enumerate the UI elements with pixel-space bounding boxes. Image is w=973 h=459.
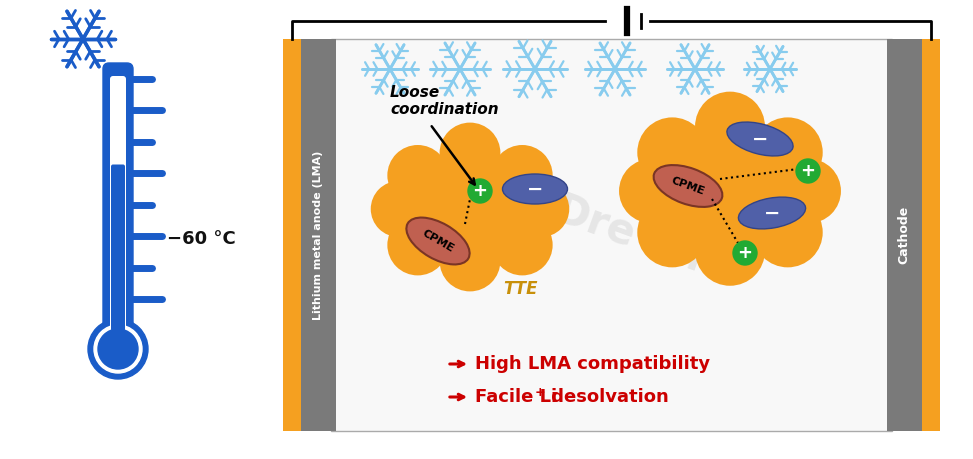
Text: +: + [801, 162, 815, 180]
Text: Cathode: Cathode [897, 206, 911, 264]
Circle shape [695, 216, 765, 286]
Circle shape [371, 181, 427, 237]
Text: −: − [764, 203, 780, 223]
Text: −: − [752, 129, 769, 149]
Text: +: + [535, 386, 546, 398]
Circle shape [491, 145, 553, 206]
Text: CPME: CPME [420, 228, 455, 254]
FancyBboxPatch shape [103, 63, 133, 355]
Circle shape [695, 92, 765, 162]
Text: Facile Li: Facile Li [475, 388, 558, 406]
Ellipse shape [407, 218, 470, 264]
Circle shape [673, 134, 787, 248]
Ellipse shape [502, 174, 567, 204]
Text: desolvation: desolvation [545, 388, 668, 406]
Text: −: − [526, 179, 543, 198]
Circle shape [468, 179, 492, 203]
Text: Lithium metal anode (LMA): Lithium metal anode (LMA) [313, 150, 323, 319]
Ellipse shape [727, 122, 793, 156]
Bar [331, 39, 892, 431]
Circle shape [753, 118, 823, 187]
Text: High LMA compatibility: High LMA compatibility [475, 355, 710, 373]
Circle shape [98, 329, 138, 369]
Text: CPME: CPME [669, 175, 706, 196]
Bar [922, 39, 940, 431]
Circle shape [619, 159, 683, 223]
Ellipse shape [654, 165, 722, 207]
Circle shape [776, 159, 841, 223]
Text: TTE: TTE [503, 280, 537, 298]
Circle shape [637, 197, 707, 267]
Circle shape [387, 215, 449, 275]
Circle shape [88, 319, 148, 379]
Text: −60 °C: −60 °C [167, 230, 235, 248]
FancyBboxPatch shape [111, 164, 125, 331]
Circle shape [513, 181, 569, 237]
Circle shape [420, 159, 520, 258]
Ellipse shape [739, 197, 806, 229]
Text: +: + [738, 244, 752, 262]
Circle shape [753, 197, 823, 267]
Text: Dre•Inc: Dre•Inc [549, 189, 732, 290]
Bar [301, 39, 336, 431]
Text: +: + [473, 182, 487, 200]
Text: Loose
coordination: Loose coordination [390, 84, 498, 117]
Bar [887, 39, 922, 431]
Bar [283, 39, 301, 431]
Circle shape [637, 118, 707, 187]
Circle shape [440, 230, 500, 291]
Circle shape [440, 123, 500, 184]
Circle shape [796, 159, 820, 183]
Circle shape [491, 215, 553, 275]
Circle shape [387, 145, 449, 206]
Circle shape [94, 325, 142, 373]
Circle shape [733, 241, 757, 265]
FancyBboxPatch shape [110, 76, 126, 332]
